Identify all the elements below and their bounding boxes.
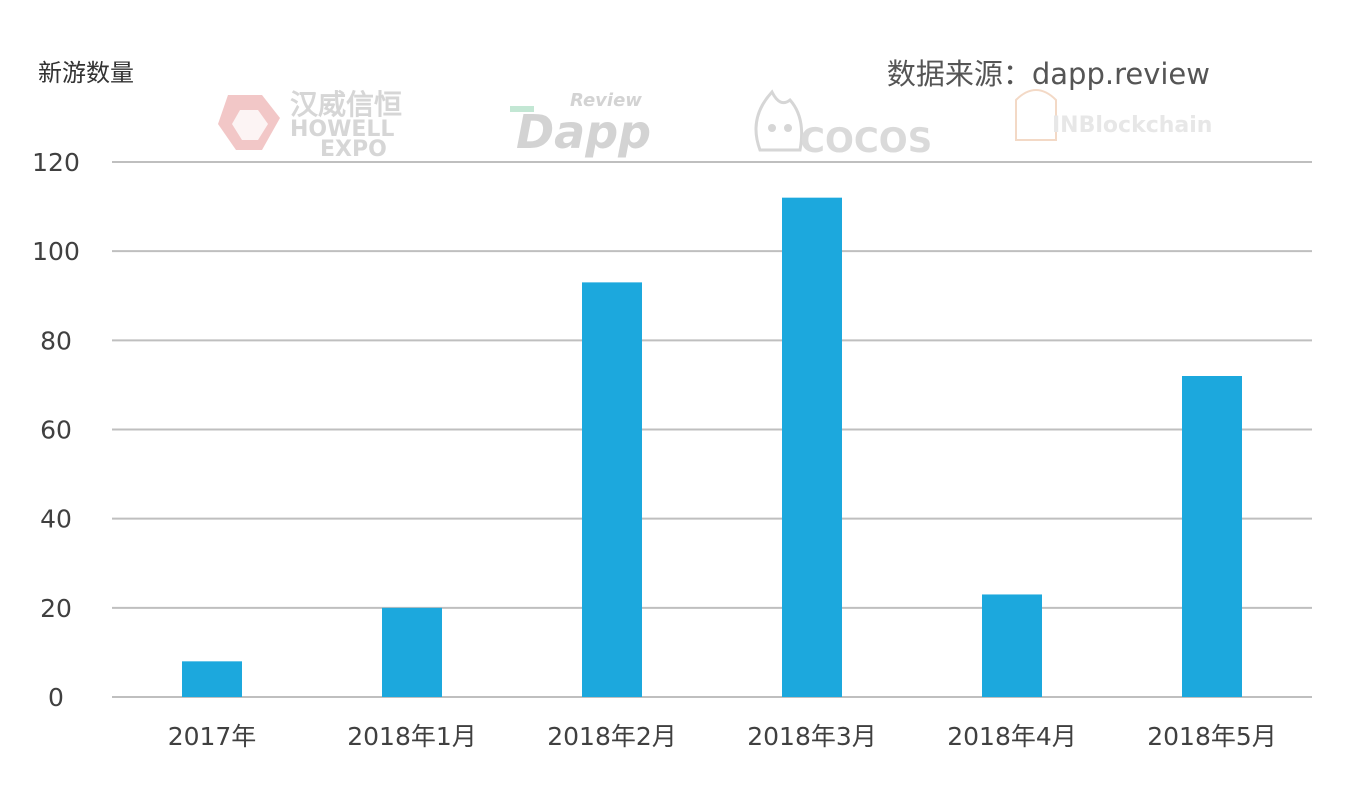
inblockchain-watermark-logo: INBlockchain (1015, 89, 1212, 141)
cocos-watermark-eye-right (784, 124, 792, 132)
gridlines (112, 161, 1312, 698)
y-tick-label: 100 (32, 237, 80, 266)
y-tick-label: 0 (48, 683, 64, 712)
x-category-label: 2018年2月 (547, 722, 677, 751)
y-tick-label: 80 (40, 326, 72, 355)
howell-expo-watermark-cn: 汉威信恒 (290, 88, 402, 121)
y-axis-title: 新游数量 (38, 59, 134, 87)
bar (382, 607, 442, 697)
y-tick-label: 60 (40, 416, 72, 445)
bars (182, 197, 1242, 697)
bar (982, 594, 1042, 697)
bar (582, 282, 642, 697)
x-category-label: 2018年3月 (747, 722, 877, 751)
cocos-watermark-eye-left (768, 124, 776, 132)
bar (182, 661, 242, 697)
cocos-watermark-icon (754, 89, 804, 152)
howell-expo-watermark-en1: HOWELL (290, 117, 394, 142)
x-category-label: 2018年1月 (347, 722, 477, 751)
howell-expo-watermark-logo: 汉威信恒 HOWELL EXPO (218, 88, 402, 162)
cocos-watermark-logo: COCOS (754, 89, 932, 161)
inblockchain-watermark-icon (1015, 89, 1057, 141)
y-tick-label: 40 (40, 505, 72, 534)
y-tick-label: 20 (40, 594, 72, 623)
bar (782, 197, 842, 697)
dapp-review-watermark-accent (510, 106, 534, 112)
watermark-layer: 汉威信恒 HOWELL EXPO Review Dapp COCOS INBlo… (218, 88, 1212, 162)
x-category-label: 2017年 (168, 722, 257, 751)
y-axis-ticks: 0 20 40 60 80 100 120 (32, 148, 80, 712)
inblockchain-watermark-text: INBlockchain (1052, 113, 1212, 138)
howell-expo-watermark-icon-inner (232, 110, 268, 140)
howell-expo-watermark-en2: EXPO (320, 137, 387, 162)
dapp-review-watermark-small: Review (570, 90, 642, 111)
y-tick-label: 120 (32, 148, 80, 177)
bar (1182, 376, 1242, 697)
x-category-label: 2018年5月 (1147, 722, 1277, 751)
x-category-label: 2018年4月 (947, 722, 1077, 751)
x-axis-categories: 2017年 2018年1月 2018年2月 2018年3月 2018年4月 2018年5月 (168, 722, 1277, 751)
dapp-review-watermark-logo: Review Dapp (510, 90, 651, 159)
dapp-review-watermark-main: Dapp (516, 105, 651, 159)
cocos-watermark-text: COCOS (800, 121, 932, 161)
data-source-note: 数据来源：dapp.review (887, 57, 1210, 91)
